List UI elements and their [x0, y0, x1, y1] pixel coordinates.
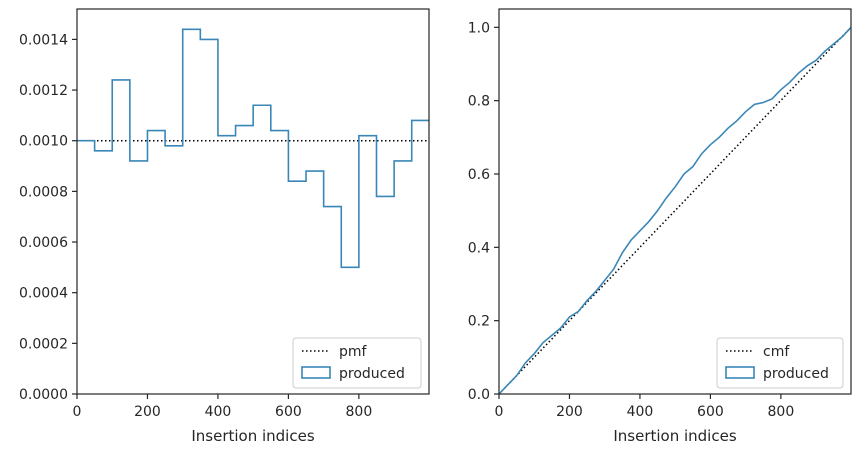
y-tick-label: 0.0002	[19, 336, 68, 352]
series-produced-line	[77, 28, 429, 269]
legend-box	[292, 337, 422, 389]
x-tick-label: 400	[627, 404, 654, 420]
x-tick-label: 0	[495, 404, 504, 420]
legend: pmf produced	[292, 337, 422, 389]
x-tick-label: 0	[73, 404, 82, 420]
y-tick-label: 0.2	[468, 314, 490, 330]
y-tick-label: 0.0012	[19, 83, 68, 99]
legend-label-produced: produced	[339, 366, 405, 382]
cmf-cumulative-chart: 0 200 400 600 800 0.0 0.2 0.4 0.6 0.8 1.0 Insertion…	[468, 8, 852, 445]
y-tick-label: 0.6	[468, 167, 490, 183]
x-tick-label: 800	[768, 404, 795, 420]
x-tick-label: 400	[205, 404, 232, 420]
x-tick-label: 200	[556, 404, 583, 420]
legend-swatch-produced	[301, 366, 331, 379]
y-tick-label: 0.0004	[19, 286, 68, 302]
x-tick-label: 600	[697, 404, 724, 420]
x-axis-title: Insertion indices	[191, 427, 314, 445]
y-tick-label: 0.0	[468, 387, 490, 403]
x-tick-label: 200	[134, 404, 161, 420]
pmf-histogram-chart: 0 200 400 600 800 0.0000 0.0002 0.0004 0.0006 0.0…	[19, 8, 430, 445]
y-tick-label: 0.0010	[19, 134, 68, 150]
legend-label-cmf: cmf	[763, 344, 790, 360]
y-tick-label: 1.0	[468, 20, 490, 36]
y-tick-label: 0.0006	[19, 235, 68, 251]
reference-line-cmf	[498, 26, 852, 395]
y-tick-label: 0.8	[468, 94, 490, 110]
legend-box	[716, 337, 844, 389]
y-tick-label: 0.0008	[19, 184, 68, 200]
y-tick-label: 0.0000	[19, 387, 68, 403]
legend: cmf produced	[716, 337, 844, 389]
x-tick-label: 600	[275, 404, 302, 420]
legend-swatch-produced	[725, 366, 755, 379]
series-produced-line	[498, 26, 852, 395]
y-tick-label: 0.4	[468, 240, 490, 256]
axes-frame	[76, 8, 430, 395]
axes-frame	[498, 8, 852, 395]
legend-label-pmf: pmf	[339, 344, 368, 360]
x-axis-title: Insertion indices	[613, 427, 736, 445]
y-tick-label: 0.0014	[19, 32, 68, 48]
x-tick-label: 800	[346, 404, 373, 420]
legend-label-produced: produced	[763, 366, 829, 382]
